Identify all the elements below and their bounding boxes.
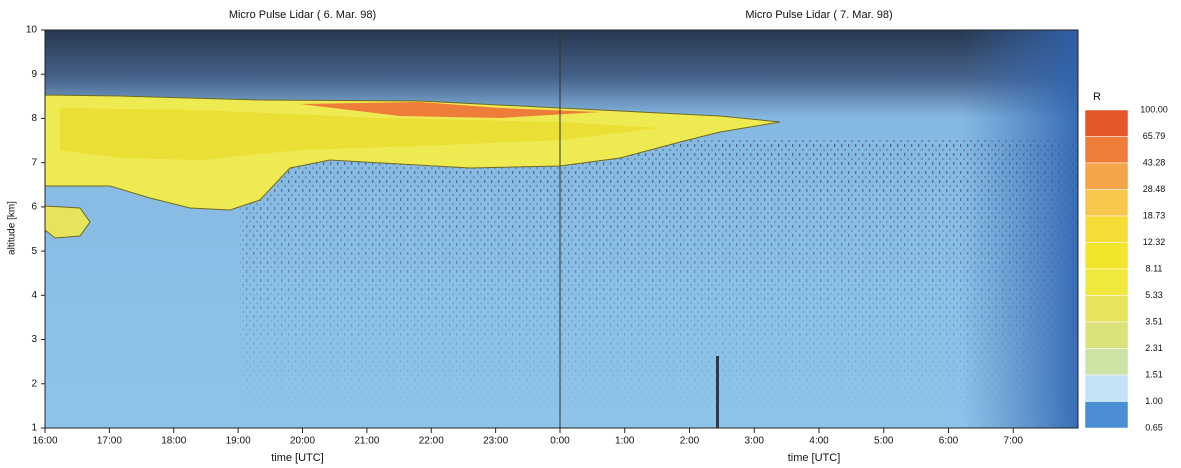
x-tick-label: 16:00 bbox=[32, 436, 57, 447]
colorbar-band bbox=[1084, 268, 1129, 296]
colorbar-label: 1.51 bbox=[1145, 369, 1163, 379]
colorbar-band bbox=[1084, 136, 1129, 164]
y-tick-label: 8 bbox=[31, 113, 37, 124]
x-tick-label: 21:00 bbox=[354, 436, 379, 447]
colorbar-label: 18.73 bbox=[1143, 210, 1166, 220]
x-tick-label: 20:00 bbox=[290, 436, 315, 447]
colorbar-band bbox=[1084, 348, 1129, 376]
x-tick-label: 23:00 bbox=[483, 436, 508, 447]
y-tick-label: 7 bbox=[31, 157, 37, 168]
x-tick-label: 1:00 bbox=[615, 436, 635, 447]
y-tick-label: 2 bbox=[31, 378, 37, 389]
y-tick-label: 10 bbox=[26, 25, 38, 36]
x-tick-label: 3:00 bbox=[745, 436, 765, 447]
colorbar-band bbox=[1084, 321, 1129, 349]
y-tick-label: 5 bbox=[31, 246, 37, 257]
colorbar-band bbox=[1084, 374, 1129, 402]
x-tick-label: 6:00 bbox=[939, 436, 959, 447]
colorbar-band bbox=[1084, 295, 1129, 323]
colorbar-label: 43.28 bbox=[1143, 157, 1166, 167]
colorbar-label: 8.11 bbox=[1146, 263, 1163, 273]
x-axis-label: time [UTC] bbox=[788, 452, 841, 464]
colorbar-label: 3.51 bbox=[1145, 316, 1163, 326]
x-tick-label: 22:00 bbox=[419, 436, 444, 447]
x-tick-label: 18:00 bbox=[161, 436, 186, 447]
panel-title: Micro Pulse Lidar ( 6. Mar. 98) bbox=[229, 9, 376, 21]
y-tick-label: 6 bbox=[31, 202, 37, 213]
colorbar-label: 65.79 bbox=[1143, 131, 1166, 141]
colorbar-label: 5.33 bbox=[1145, 290, 1163, 300]
x-tick-label: 0:00 bbox=[550, 436, 570, 447]
colorbar-band bbox=[1084, 162, 1129, 190]
y-tick-label: 1 bbox=[31, 423, 37, 434]
colorbar-label: 1.00 bbox=[1145, 396, 1163, 406]
colorbar-band bbox=[1084, 189, 1129, 217]
x-tick-label: 5:00 bbox=[874, 436, 894, 447]
x-tick-label: 2:00 bbox=[680, 436, 700, 447]
panel-title: Micro Pulse Lidar ( 7. Mar. 98) bbox=[745, 9, 892, 21]
plot-field bbox=[44, 29, 1079, 429]
x-axis-label: time [UTC] bbox=[271, 452, 324, 464]
colorbar-label: 100.00 bbox=[1140, 104, 1168, 114]
y-tick-label: 9 bbox=[31, 69, 37, 80]
y-tick-label: 4 bbox=[31, 290, 37, 301]
colorbar-label: 2.31 bbox=[1145, 343, 1163, 353]
x-tick-label: 17:00 bbox=[97, 436, 122, 447]
colorbar-label: 28.48 bbox=[1143, 184, 1166, 194]
y-axis-label: altitude [km] bbox=[7, 201, 18, 255]
colorbar-band bbox=[1084, 242, 1129, 270]
y-tick-label: 3 bbox=[31, 334, 37, 345]
x-tick-label: 19:00 bbox=[226, 436, 251, 447]
colorbar-label: 0.65 bbox=[1145, 422, 1163, 432]
colorbar-band bbox=[1084, 401, 1129, 429]
colorbar-band bbox=[1084, 109, 1129, 137]
colorbar-band bbox=[1084, 215, 1129, 243]
colorbar-title: R bbox=[1093, 91, 1101, 103]
colorbar-label: 12.32 bbox=[1143, 237, 1166, 247]
x-tick-label: 4:00 bbox=[809, 436, 829, 447]
x-tick-label: 7:00 bbox=[1004, 436, 1024, 447]
